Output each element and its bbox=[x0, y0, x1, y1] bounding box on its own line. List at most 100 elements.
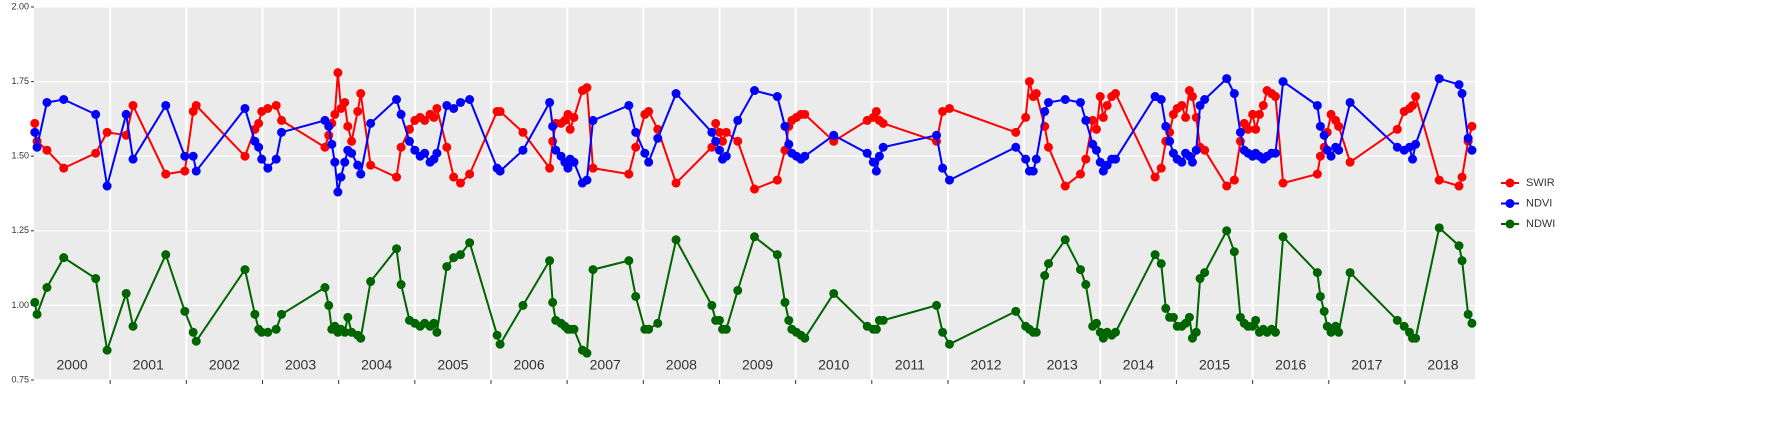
point bbox=[263, 163, 273, 173]
point bbox=[1165, 136, 1175, 146]
point bbox=[714, 315, 724, 325]
point bbox=[91, 109, 101, 119]
point bbox=[644, 106, 654, 116]
point bbox=[718, 136, 728, 146]
point bbox=[347, 136, 357, 146]
point bbox=[878, 118, 888, 128]
year-label: 2010 bbox=[818, 357, 849, 373]
legend-marker bbox=[1505, 178, 1515, 188]
point bbox=[1031, 89, 1041, 99]
point bbox=[932, 130, 942, 140]
point bbox=[1229, 247, 1239, 257]
year-label: 2005 bbox=[437, 357, 468, 373]
point bbox=[340, 157, 350, 167]
point bbox=[257, 154, 267, 164]
point bbox=[1326, 151, 1336, 161]
point bbox=[240, 265, 250, 275]
point bbox=[938, 163, 948, 173]
point bbox=[944, 175, 954, 185]
point bbox=[1319, 130, 1329, 140]
point bbox=[340, 327, 350, 337]
point bbox=[1075, 97, 1085, 107]
point bbox=[429, 318, 439, 328]
point bbox=[1177, 157, 1187, 167]
point bbox=[495, 166, 505, 176]
point bbox=[465, 238, 475, 248]
point bbox=[1434, 175, 1444, 185]
point bbox=[1454, 80, 1464, 90]
point bbox=[456, 178, 466, 188]
point bbox=[1411, 92, 1421, 102]
point bbox=[1150, 172, 1160, 182]
point bbox=[871, 324, 881, 334]
point bbox=[874, 151, 884, 161]
point bbox=[102, 345, 112, 355]
point bbox=[59, 253, 69, 263]
point bbox=[707, 300, 717, 310]
point bbox=[1081, 115, 1091, 125]
point bbox=[733, 136, 743, 146]
point bbox=[1031, 154, 1041, 164]
point bbox=[1187, 157, 1197, 167]
point bbox=[465, 95, 475, 105]
point bbox=[465, 169, 475, 179]
point bbox=[772, 92, 782, 102]
point bbox=[1248, 109, 1258, 119]
point bbox=[449, 172, 459, 182]
point bbox=[343, 312, 353, 322]
point bbox=[1060, 181, 1070, 191]
point bbox=[784, 139, 794, 149]
point bbox=[588, 163, 598, 173]
point bbox=[254, 142, 264, 152]
point bbox=[1040, 106, 1050, 116]
point bbox=[442, 100, 452, 110]
point bbox=[1102, 100, 1112, 110]
point bbox=[944, 339, 954, 349]
point bbox=[1229, 89, 1239, 99]
point bbox=[1411, 333, 1421, 343]
point bbox=[800, 151, 810, 161]
point bbox=[1408, 154, 1418, 164]
point bbox=[569, 112, 579, 122]
point bbox=[180, 306, 190, 316]
point bbox=[714, 127, 724, 137]
point bbox=[878, 142, 888, 152]
point bbox=[711, 136, 721, 146]
point bbox=[1457, 89, 1467, 99]
point bbox=[121, 288, 131, 298]
point bbox=[653, 133, 663, 143]
point bbox=[392, 172, 402, 182]
point bbox=[721, 324, 731, 334]
point bbox=[180, 166, 190, 176]
point bbox=[366, 277, 376, 287]
point bbox=[750, 86, 759, 96]
point bbox=[180, 151, 190, 161]
point bbox=[128, 100, 138, 110]
point bbox=[1156, 163, 1166, 173]
point bbox=[432, 148, 442, 158]
point bbox=[1011, 306, 1021, 316]
point bbox=[263, 327, 273, 337]
point bbox=[653, 318, 663, 328]
point bbox=[356, 169, 366, 179]
point bbox=[1043, 142, 1053, 152]
point bbox=[1312, 169, 1322, 179]
year-label: 2016 bbox=[1275, 357, 1306, 373]
point bbox=[1028, 166, 1038, 176]
point bbox=[254, 118, 264, 128]
point bbox=[1319, 306, 1329, 316]
point bbox=[518, 127, 528, 137]
point bbox=[1088, 115, 1098, 125]
point bbox=[333, 68, 343, 78]
point bbox=[396, 280, 406, 290]
y-tick-label: 1.25 bbox=[11, 225, 29, 235]
point bbox=[868, 157, 878, 167]
point bbox=[1081, 154, 1091, 164]
point bbox=[1031, 327, 1041, 337]
point bbox=[188, 327, 198, 337]
y-tick-label: 1.00 bbox=[11, 300, 29, 310]
point bbox=[396, 142, 406, 152]
point bbox=[780, 297, 790, 307]
point bbox=[800, 333, 810, 343]
year-label: 2002 bbox=[209, 357, 240, 373]
